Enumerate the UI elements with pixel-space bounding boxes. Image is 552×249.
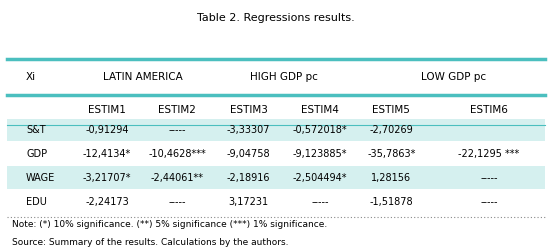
Text: Table 2. Regressions results.: Table 2. Regressions results. <box>197 13 355 23</box>
Text: Source: Summary of the results. Calculations by the authors.: Source: Summary of the results. Calculat… <box>12 238 289 247</box>
FancyBboxPatch shape <box>7 166 545 189</box>
Text: -2,504494*: -2,504494* <box>293 173 347 183</box>
Text: Note: (*) 10% significance. (**) 5% significance (***) 1% significance.: Note: (*) 10% significance. (**) 5% sign… <box>12 220 328 229</box>
Text: 1,28156: 1,28156 <box>371 173 411 183</box>
Text: -----: ----- <box>311 197 328 207</box>
Text: -0,572018*: -0,572018* <box>293 125 347 135</box>
Text: -9,04758: -9,04758 <box>227 149 270 159</box>
Text: -----: ----- <box>168 197 186 207</box>
Text: EDU: EDU <box>26 197 47 207</box>
Text: -9,123885*: -9,123885* <box>293 149 347 159</box>
Text: ESTIM2: ESTIM2 <box>158 105 196 115</box>
Text: GDP: GDP <box>26 149 47 159</box>
Text: -3,21707*: -3,21707* <box>83 173 131 183</box>
Text: -----: ----- <box>480 197 497 207</box>
Text: HIGH GDP pc: HIGH GDP pc <box>250 72 318 82</box>
FancyBboxPatch shape <box>7 119 545 141</box>
Text: -10,4628***: -10,4628*** <box>148 149 206 159</box>
Text: -3,33307: -3,33307 <box>227 125 270 135</box>
Text: WAGE: WAGE <box>26 173 55 183</box>
Text: LATIN AMERICA: LATIN AMERICA <box>103 72 183 82</box>
Text: -22,1295 ***: -22,1295 *** <box>458 149 519 159</box>
Text: -----: ----- <box>480 173 497 183</box>
Text: -2,70269: -2,70269 <box>369 125 413 135</box>
Text: ESTIM3: ESTIM3 <box>230 105 268 115</box>
Text: -12,4134*: -12,4134* <box>83 149 131 159</box>
Text: -----: ----- <box>168 125 186 135</box>
Text: LOW GDP pc: LOW GDP pc <box>421 72 486 82</box>
Text: ESTIM6: ESTIM6 <box>470 105 508 115</box>
Text: 3,17231: 3,17231 <box>229 197 269 207</box>
Text: -0,91294: -0,91294 <box>86 125 129 135</box>
Text: -35,7863*: -35,7863* <box>367 149 416 159</box>
Text: Xi: Xi <box>26 72 36 82</box>
Text: ESTIM4: ESTIM4 <box>301 105 339 115</box>
Text: S&T: S&T <box>26 125 46 135</box>
Text: -2,24173: -2,24173 <box>85 197 129 207</box>
Text: -2,18916: -2,18916 <box>227 173 270 183</box>
Text: -2,44061**: -2,44061** <box>151 173 204 183</box>
Text: -1,51878: -1,51878 <box>369 197 413 207</box>
Text: ESTIM5: ESTIM5 <box>373 105 410 115</box>
Text: ESTIM1: ESTIM1 <box>88 105 126 115</box>
